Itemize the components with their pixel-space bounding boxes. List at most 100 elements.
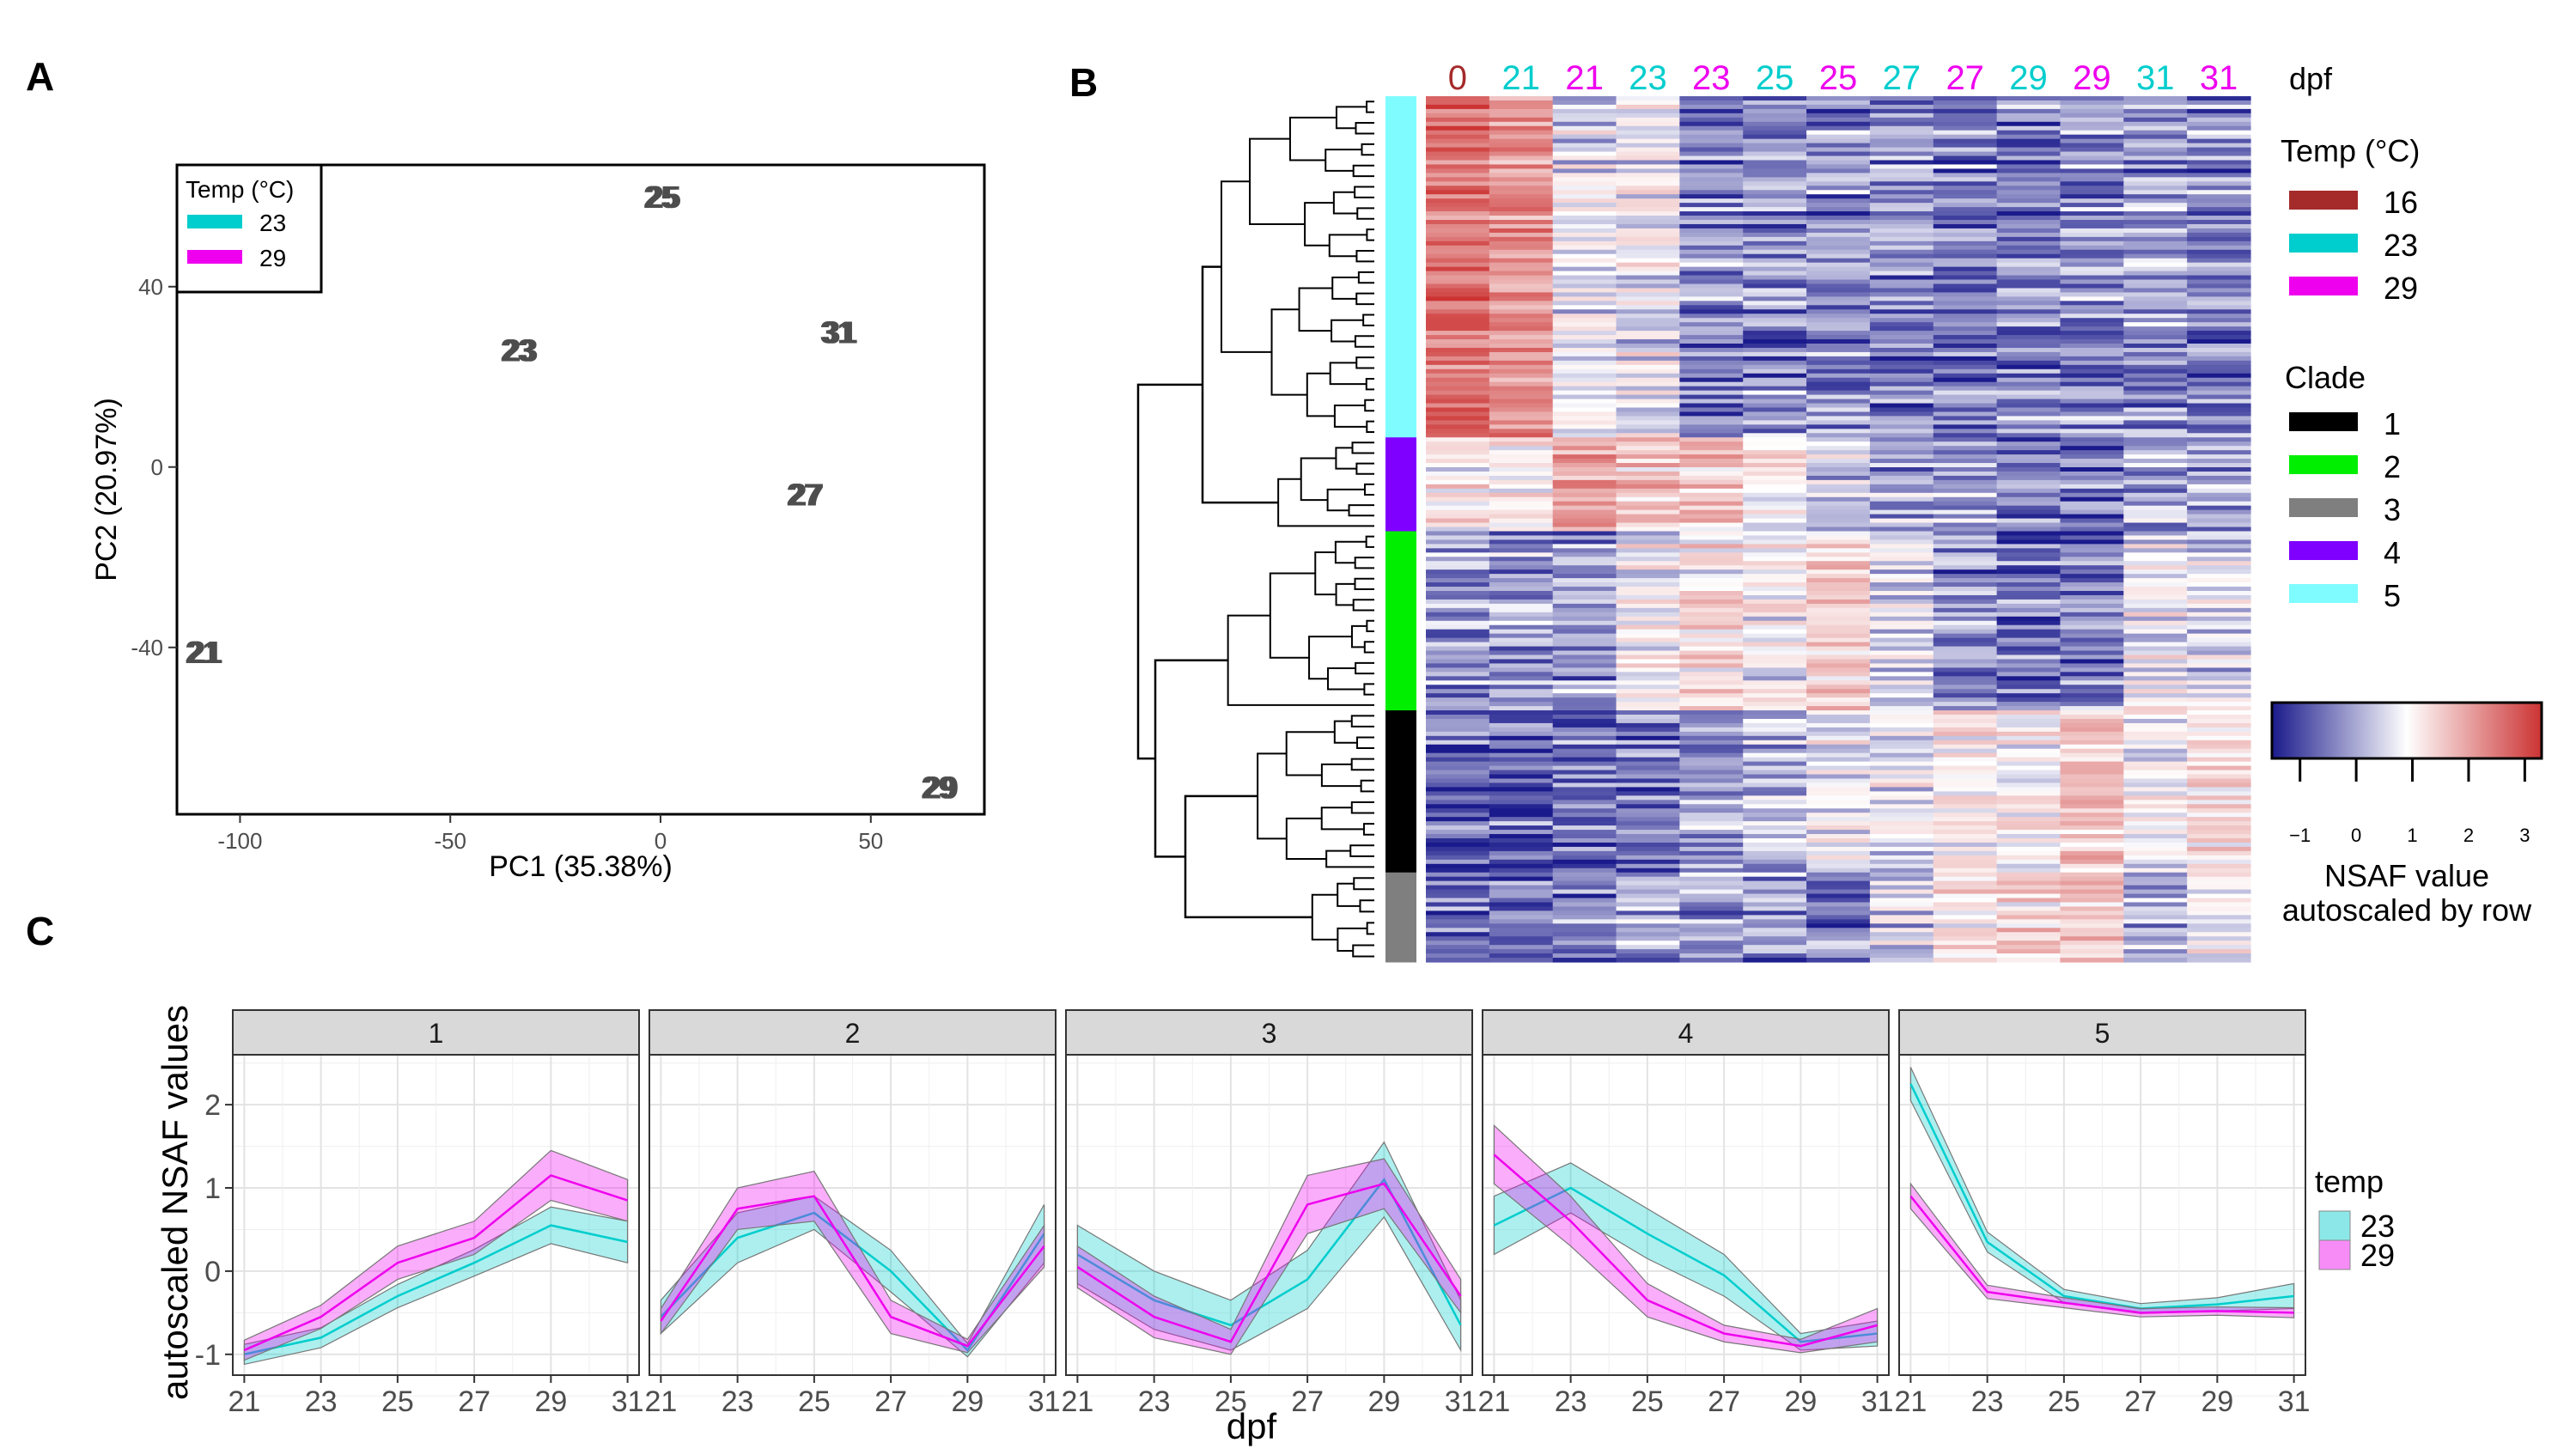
heatmap-cell [1933, 735, 1998, 741]
heatmap-cell [1426, 740, 1490, 746]
heatmap-cell [1996, 356, 2061, 362]
heatmap-cell [1933, 548, 1998, 553]
heatmap-cell [1552, 633, 1617, 639]
heatmap-cell [1426, 177, 1490, 182]
heatmap-cell [2187, 463, 2251, 468]
heatmap-cell [1426, 587, 1490, 592]
heatmap-cell [2187, 599, 2251, 605]
heatmap-cell [1552, 326, 1617, 332]
heatmap-cell [2187, 351, 2251, 357]
heatmap-cell [2187, 305, 2251, 310]
heatmap-cell [1806, 624, 1871, 630]
heatmap-cell [2123, 147, 2188, 153]
heatmap-cell [1806, 855, 1871, 861]
heatmap-cell [2123, 706, 2188, 711]
heatmap-cell [1679, 168, 1744, 174]
heatmap-cell [1489, 347, 1554, 353]
heatmap-cell [2060, 479, 2124, 485]
facet-panel-border [649, 1054, 1057, 1376]
heatmap-cell [1996, 587, 2061, 592]
heatmap-cell [2187, 817, 2251, 822]
heatmap-cell [1426, 735, 1490, 741]
heatmap-cell [1869, 351, 1934, 357]
clade-legend-swatch-4 [2289, 541, 2358, 560]
heatmap-cell [1806, 582, 1871, 588]
heatmap-cell [1552, 386, 1617, 392]
heatmap-cell [1489, 240, 1554, 247]
heatmap-cell [1616, 574, 1680, 579]
heatmap-cell [1806, 889, 1871, 895]
heatmap-cell [1489, 834, 1554, 839]
heatmap-cell [2060, 403, 2124, 409]
heatmap-cell [1679, 331, 1744, 336]
heatmap-cell [1679, 616, 1744, 622]
heatmap-cell [1869, 441, 1934, 447]
pca-point-label-29: 27 [786, 477, 820, 512]
heatmap-cell [1426, 752, 1490, 758]
temp-legend-title: Temp (°C) [2281, 133, 2420, 168]
heatmap-cell [2060, 599, 2124, 605]
heatmap-cell [1489, 804, 1554, 809]
heatmap-cell [1869, 842, 1934, 848]
heatmap-cell [2060, 236, 2124, 242]
heatmap-cell [1996, 663, 2061, 668]
heatmap-cell [1679, 403, 1744, 409]
heatmap-cell [1679, 228, 1744, 234]
heatmap-cell [1679, 624, 1744, 630]
heatmap-cell [1806, 740, 1871, 746]
heatmap-cell [2060, 893, 2124, 899]
heatmap-cell [1933, 863, 1998, 869]
heatmap-cell [1552, 535, 1617, 541]
heatmap-cell [1616, 953, 1680, 959]
heatmap-cell [2060, 863, 2124, 869]
heatmap-cell [1869, 941, 1934, 946]
heatmap-cell [2187, 659, 2251, 665]
heatmap-cell [1552, 594, 1617, 600]
heatmap-cell [1869, 548, 1934, 553]
heatmap-cell [1869, 258, 1934, 264]
heatmap-cell [1552, 718, 1617, 724]
heatmap-cell [2060, 587, 2124, 592]
dendrogram-branch [1363, 641, 1374, 654]
heatmap-cell [1996, 825, 2061, 831]
heatmap-cell [1679, 173, 1744, 178]
heatmap-cell [1616, 518, 1680, 524]
heatmap-cell [1806, 667, 1871, 673]
heatmap-cell [2060, 906, 2124, 912]
heatmap-cell [1489, 731, 1554, 737]
heatmap-cell [1743, 659, 1807, 665]
heatmap-cell [2123, 459, 2188, 464]
heatmap-cell [2187, 108, 2251, 114]
heatmap-cell [2187, 446, 2251, 451]
heatmap-cell [2123, 155, 2188, 161]
heatmap-cell [1679, 318, 1744, 323]
heatmap-cell [1933, 305, 1998, 310]
heatmap-cell [1869, 722, 1934, 728]
heatmap-cell [2123, 565, 2188, 570]
heatmap-cell [1743, 787, 1807, 792]
heatmap-cell [1869, 642, 1934, 648]
heatmap-cell [1426, 880, 1490, 886]
heatmap-cell [1806, 420, 1871, 425]
heatmap-cell [1933, 347, 1998, 353]
heatmap-cell [1552, 808, 1617, 813]
heatmap-cell [1489, 548, 1554, 553]
heatmap-cell [1616, 591, 1680, 596]
heatmap-cell [1616, 685, 1680, 690]
heatmap-cell [1426, 314, 1490, 319]
heatmap-cell [2123, 492, 2188, 498]
heatmap-cell [1552, 100, 1617, 106]
heatmap-cell [1616, 173, 1680, 178]
heatmap-cell [1426, 207, 1490, 212]
heatmap-cell [1552, 740, 1617, 746]
heatmap-cell [1933, 331, 1998, 336]
heatmap-cell [1426, 301, 1490, 306]
heatmap-cell [1552, 173, 1617, 178]
heatmap-cell [2123, 351, 2188, 357]
heatmap-cell [1679, 539, 1744, 545]
heatmap-cell [1679, 889, 1744, 895]
heatmap-cell [2123, 561, 2188, 566]
heatmap-cell [2187, 539, 2251, 545]
heatmap-cell [1679, 203, 1744, 208]
